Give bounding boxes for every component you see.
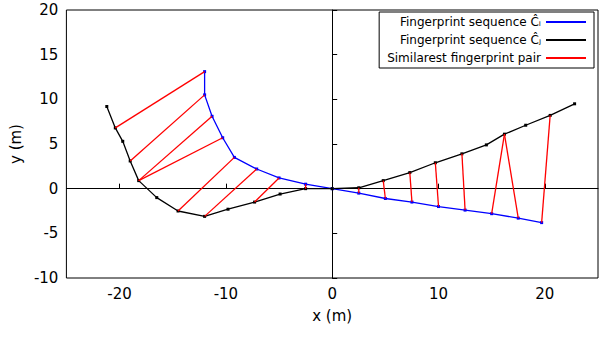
svg-text:20: 20 [535,285,554,303]
svg-text:15: 15 [39,46,58,64]
svg-text:5: 5 [49,135,59,153]
svg-text:-20: -20 [107,285,132,303]
svg-text:Similarest fingerprint pair: Similarest fingerprint pair [387,51,541,65]
svg-text:y (m): y (m) [7,124,25,164]
svg-text:20: 20 [39,1,58,19]
svg-text:0: 0 [49,180,59,198]
svg-text:x (m): x (m) [312,307,352,325]
svg-text:Fingerprint sequence Ĉⱼ: Fingerprint sequence Ĉⱼ [400,32,541,47]
svg-text:-10: -10 [214,285,239,303]
svg-text:-5: -5 [43,224,58,242]
svg-text:10: 10 [429,285,448,303]
svg-text:Fingerprint sequence Ĉᵢ: Fingerprint sequence Ĉᵢ [400,14,541,29]
svg-text:10: 10 [39,90,58,108]
svg-text:0: 0 [327,285,337,303]
svg-text:-10: -10 [34,269,59,287]
